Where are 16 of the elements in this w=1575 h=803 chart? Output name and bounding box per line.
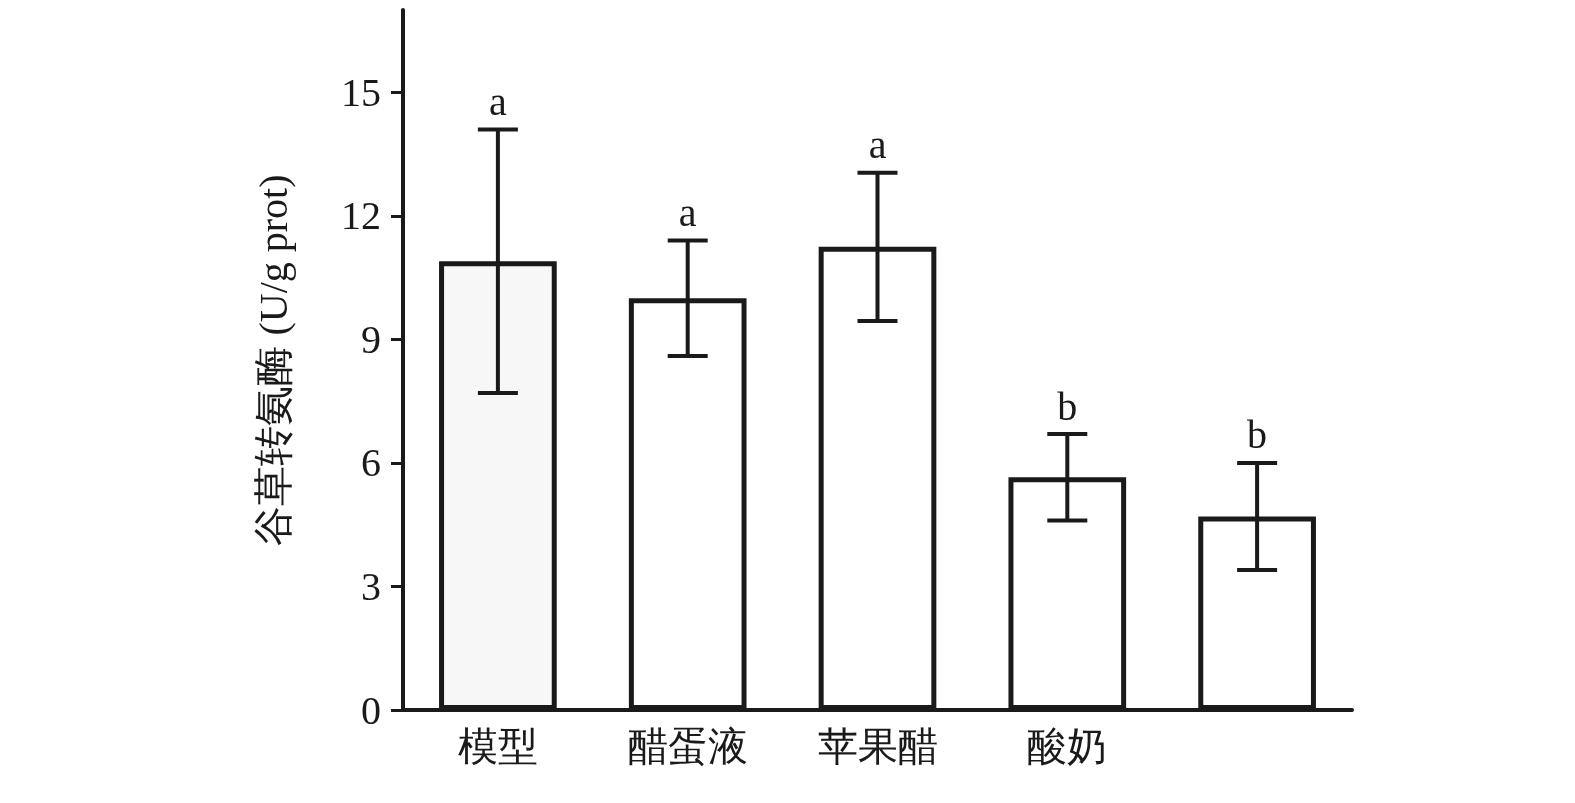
y-tick-label: 0 [361, 687, 381, 733]
annotation: a [489, 78, 508, 124]
x-tick-label: 模型 [457, 723, 538, 769]
y-tick-label: 6 [361, 440, 381, 486]
annotation: b [1247, 412, 1268, 458]
y-tick-label: 9 [361, 316, 381, 362]
y-tick-label: 15 [341, 69, 381, 115]
y-tick-label: 3 [361, 563, 381, 609]
y-tick-label: 12 [341, 193, 381, 239]
annotation: a [868, 122, 887, 168]
y-axis-title: 谷草转氨酶 (U/g prot) [250, 174, 296, 546]
annotation: a [678, 190, 697, 236]
x-tick-label: 苹果醋 [817, 723, 938, 769]
x-tick-label: 酸奶 [1027, 723, 1108, 769]
x-tick-label: 醋蛋液 [627, 723, 748, 769]
annotation: b [1057, 383, 1078, 429]
